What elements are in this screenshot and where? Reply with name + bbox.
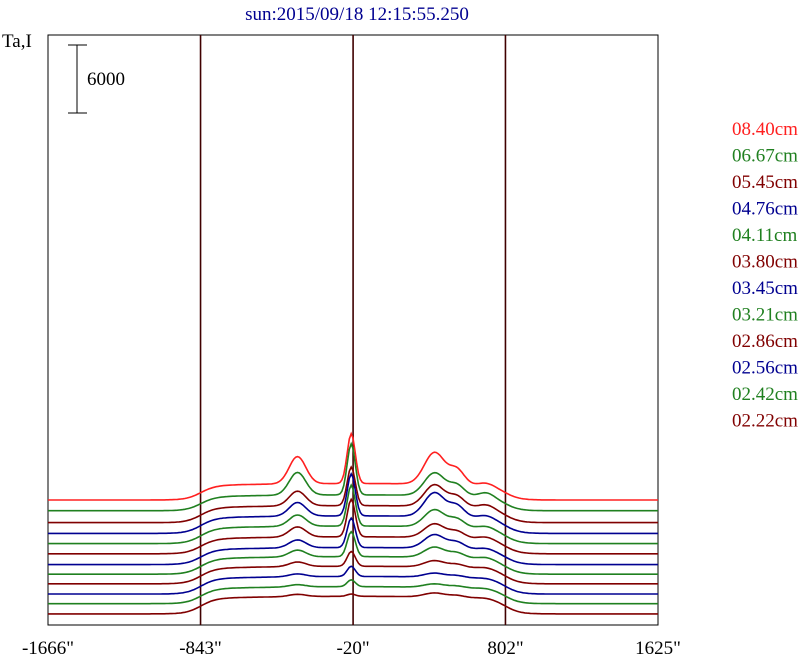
vertical-lines	[199, 35, 507, 625]
legend-entry-9: 02.56cm	[732, 358, 798, 379]
legend-entry-2: 05.45cm	[732, 172, 798, 193]
legend-entry-8: 02.86cm	[732, 331, 798, 352]
scale-bar: 6000	[68, 44, 125, 114]
legend-entry-3: 04.76cm	[732, 199, 798, 220]
x-tick-labels: -1666" -843" -20" 802" 1625"	[22, 638, 681, 659]
legend-entry-5: 03.80cm	[732, 252, 798, 273]
x-tick-label-3: 802"	[487, 638, 523, 659]
series-line-04.11cm	[48, 483, 658, 545]
legend-entry-7: 03.21cm	[732, 305, 798, 326]
series-line-03.45cm	[48, 516, 658, 566]
x-tick-label-4: 1625"	[635, 638, 681, 659]
series-line-03.21cm	[48, 530, 658, 575]
x-tick-label-0: -1666"	[22, 638, 74, 659]
series-line-06.67cm	[48, 441, 658, 512]
y-axis-label: Ta,I	[2, 31, 32, 52]
legend-entry-6: 03.45cm	[732, 278, 798, 299]
scale-bar-label: 6000	[87, 69, 125, 90]
series-line-02.86cm	[48, 550, 658, 585]
series-line-02.56cm	[48, 565, 658, 595]
chart-title: sun:2015/09/18 12:15:55.250	[245, 4, 469, 25]
x-tick-label-1: -843"	[179, 638, 222, 659]
series-group	[48, 431, 658, 615]
legend-entry-10: 02.42cm	[732, 384, 798, 405]
series-line-05.45cm	[48, 465, 658, 524]
series-line-03.80cm	[48, 497, 658, 555]
series-line-02.42cm	[48, 579, 658, 605]
legend: 08.40cm 06.67cm 05.45cm 04.76cm 04.11cm 03.80…	[732, 119, 798, 432]
series-line-04.76cm	[48, 471, 658, 535]
series-line-02.22cm	[48, 592, 658, 615]
legend-entry-11: 02.22cm	[732, 411, 798, 432]
legend-entry-0: 08.40cm	[732, 119, 798, 140]
series-line-08.40cm	[48, 431, 658, 501]
x-tick-label-2: -20"	[337, 638, 370, 659]
legend-entry-4: 04.11cm	[732, 225, 797, 246]
legend-entry-1: 06.67cm	[732, 146, 798, 167]
